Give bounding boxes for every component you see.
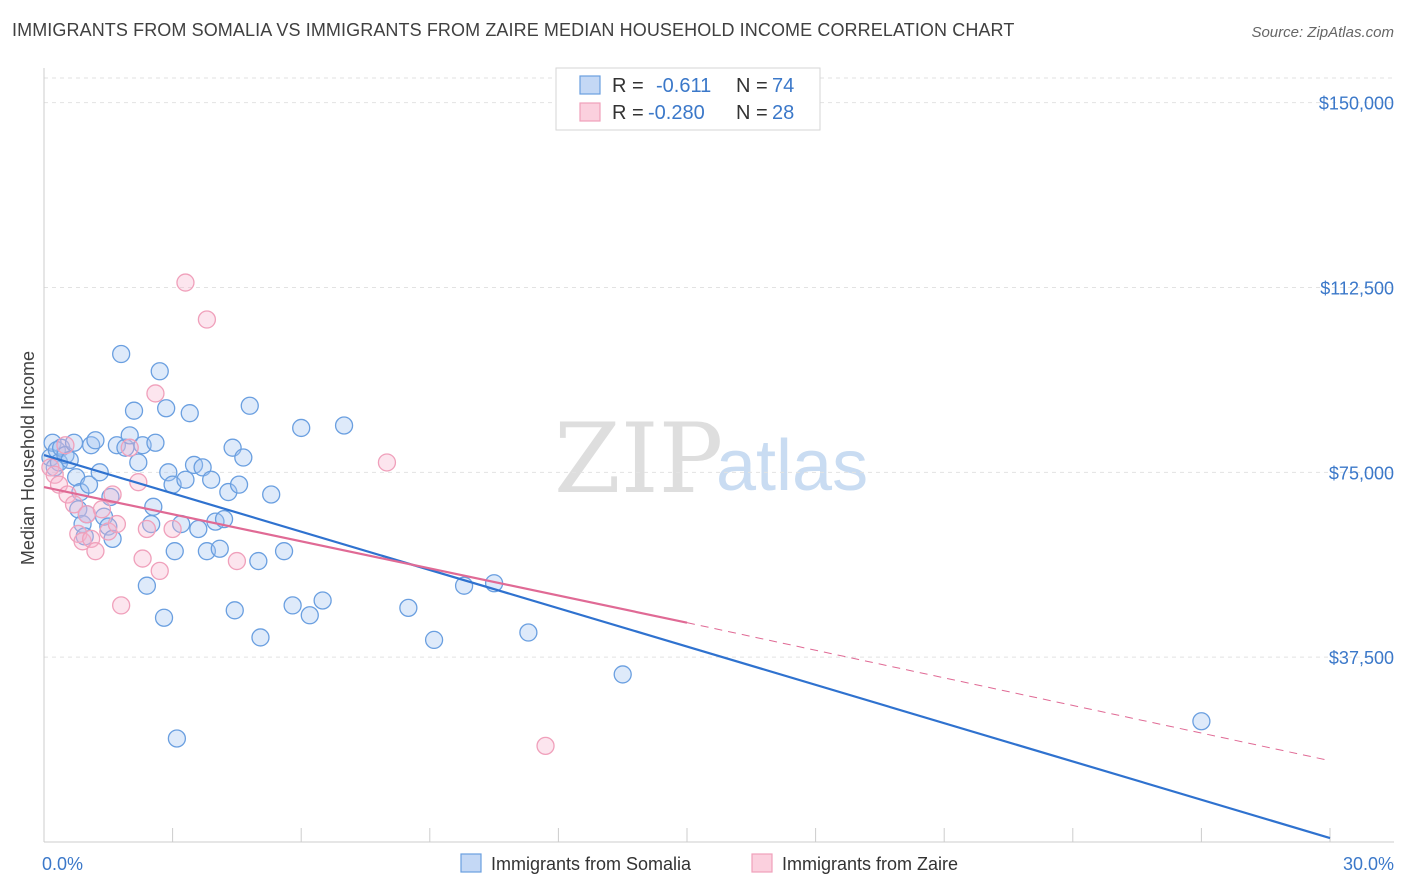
x-tick-label-1: 30.0% — [1343, 854, 1394, 874]
point-somalia-27 — [124, 401, 144, 420]
watermark-zip: ZIP — [554, 403, 723, 515]
y-tick-label-1: $75,000 — [1329, 463, 1394, 483]
x-tick-label-0: 0.0% — [42, 854, 83, 874]
point-zaire-27 — [536, 736, 555, 756]
point-zaire-14 — [107, 514, 127, 534]
y-tick-label-3: $150,000 — [1319, 94, 1394, 114]
point-somalia-43 — [180, 404, 199, 423]
point-somalia-15 — [79, 475, 99, 494]
legend-n-value-zaire: 28 — [772, 102, 794, 124]
correlation-legend: R = -0.611 N = 74 R = -0.280 N = 28 — [555, 67, 821, 131]
point-somalia-64 — [300, 606, 319, 625]
point-somalia-17 — [86, 431, 105, 450]
axes — [43, 68, 1394, 843]
grid-lines — [44, 77, 1394, 658]
point-somalia-33 — [146, 433, 165, 452]
legend-n-value-somalia: 74 — [772, 75, 794, 97]
legend-r-label-zaire: R = — [612, 102, 644, 124]
point-somalia-35 — [154, 608, 174, 627]
chart-title: IMMIGRANTS FROM SOMALIA VS IMMIGRANTS FR… — [12, 20, 1015, 40]
point-zaire-19 — [137, 519, 157, 539]
series-swatch-zaire — [751, 853, 773, 873]
point-zaire-3 — [56, 436, 75, 455]
point-somalia-28 — [129, 453, 148, 472]
y-tick-label-2: $112,500 — [1320, 278, 1394, 298]
point-somalia-40 — [167, 729, 187, 748]
point-somalia-72 — [613, 665, 632, 684]
point-somalia-66 — [334, 416, 354, 435]
point-somalia-57 — [240, 396, 259, 415]
point-somalia-48 — [202, 470, 221, 489]
point-zaire-18 — [133, 549, 152, 568]
point-zaire-22 — [163, 519, 182, 539]
point-zaire-23 — [176, 273, 195, 292]
y-tick-labels: $37,500 $75,000 $112,500 $150,000 — [1319, 94, 1394, 669]
point-somalia-63 — [292, 418, 311, 438]
point-somalia-52 — [219, 482, 238, 502]
point-somalia-73 — [1192, 712, 1211, 731]
point-somalia-32 — [144, 497, 163, 516]
series-label-zaire: Immigrants from Zaire — [782, 854, 958, 874]
point-somalia-68 — [424, 630, 444, 650]
point-somalia-71 — [519, 623, 538, 642]
point-somalia-55 — [229, 475, 249, 494]
trend-line-zaire-extension — [686, 622, 1331, 762]
legend-r-value-somalia: -0.611 — [656, 75, 711, 97]
point-somalia-61 — [274, 542, 294, 561]
point-zaire-1 — [45, 465, 64, 484]
point-somalia-54 — [225, 601, 244, 620]
point-somalia-34 — [150, 362, 169, 381]
y-tick-label-0: $37,500 — [1329, 648, 1394, 668]
legend-r-value-zaire: -0.280 — [648, 102, 705, 124]
source-label: Source: ZipAtlas.com — [1251, 24, 1394, 41]
point-somalia-60 — [262, 485, 281, 504]
watermark-atlas: atlas — [716, 426, 868, 506]
point-somalia-58 — [249, 551, 268, 571]
legend-n-label-zaire: N = — [736, 102, 768, 124]
point-somalia-46 — [193, 458, 212, 477]
point-somalia-67 — [399, 598, 418, 618]
point-zaire-10 — [86, 542, 105, 561]
series-label-somalia: Immigrants from Somalia — [491, 854, 692, 874]
series-legend: Immigrants from Somalia Immigrants from … — [460, 853, 958, 874]
point-zaire-20 — [146, 384, 165, 403]
point-somalia-62 — [283, 596, 302, 615]
legend-n-label-somalia: N = — [736, 75, 768, 97]
point-somalia-56 — [234, 448, 253, 467]
legend-swatch-somalia — [579, 75, 601, 95]
point-zaire-25 — [227, 551, 247, 571]
point-zaire-13 — [103, 485, 122, 504]
point-zaire-16 — [120, 438, 139, 457]
point-zaire-26 — [377, 453, 397, 472]
point-somalia-24 — [112, 344, 131, 364]
point-somalia-59 — [251, 628, 270, 647]
series-swatch-somalia — [460, 853, 482, 873]
y-axis-label: Median Household Income — [18, 351, 38, 565]
legend-r-label-somalia: R = — [612, 75, 644, 97]
point-zaire-5 — [64, 495, 84, 514]
data-points — [41, 273, 1211, 756]
point-somalia-50 — [210, 539, 229, 558]
point-somalia-65 — [313, 591, 332, 610]
point-somalia-30 — [137, 576, 157, 595]
trend-line-zaire — [43, 486, 688, 624]
point-zaire-21 — [150, 561, 169, 581]
point-zaire-24 — [197, 310, 217, 329]
point-somalia-39 — [165, 542, 184, 561]
trend-lines — [43, 454, 1331, 840]
trend-line-somalia — [43, 454, 1331, 840]
point-somalia-42 — [176, 470, 195, 489]
point-zaire-15 — [112, 596, 131, 615]
point-somalia-36 — [157, 399, 176, 418]
legend-swatch-zaire — [579, 102, 601, 122]
point-somalia-45 — [189, 519, 208, 539]
point-zaire-11 — [92, 500, 112, 519]
